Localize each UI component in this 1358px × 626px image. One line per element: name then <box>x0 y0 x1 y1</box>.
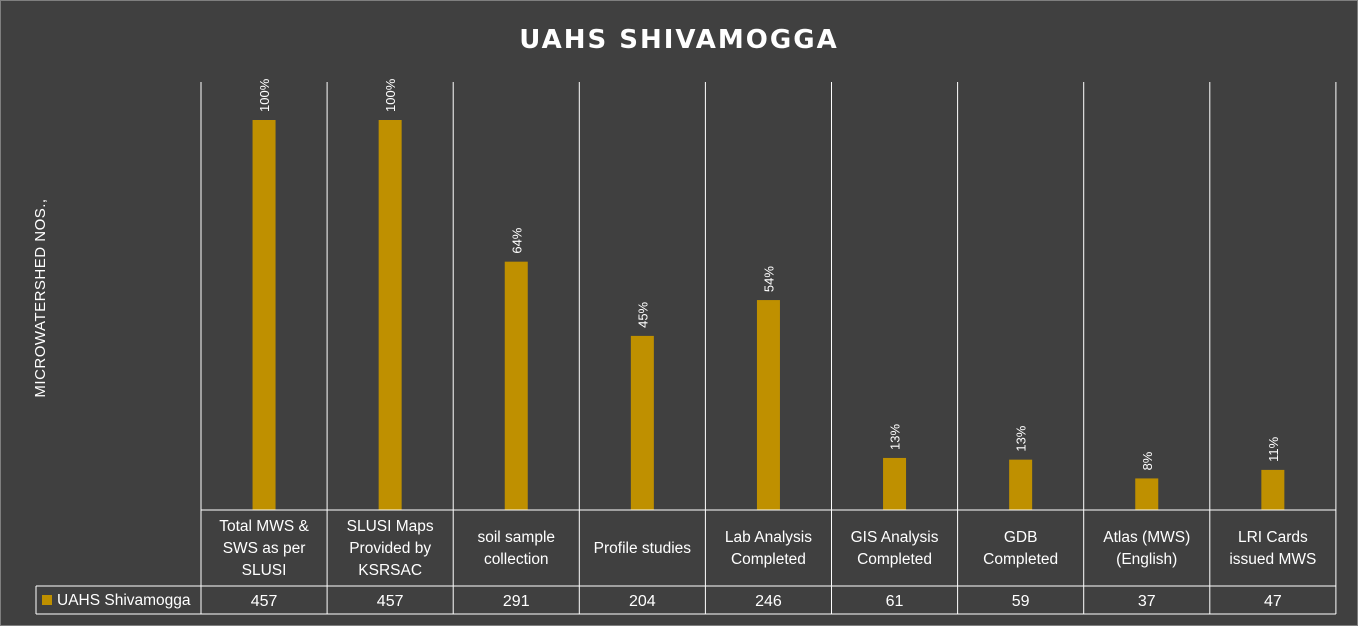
data-table-cell: 61 <box>886 593 904 610</box>
bar <box>252 120 276 510</box>
bar <box>378 120 402 510</box>
bar <box>756 300 780 510</box>
data-table: UAHS Shivamogga Total MWS & SWS as per SLUS… <box>35 82 1337 615</box>
bar-data-label: 13% <box>1014 425 1029 451</box>
bar-data-label: 54% <box>761 266 776 292</box>
category-tick-label: Profile studies <box>594 540 692 557</box>
category-tick-label: soil sample collection <box>477 529 555 568</box>
bar-data-label: 64% <box>509 227 524 253</box>
data-table-cell: 457 <box>251 593 278 610</box>
legend-series-name: UAHS Shivamogga <box>57 592 191 609</box>
bar <box>883 457 907 510</box>
bar-data-label: 100% <box>383 78 398 112</box>
bars-layer: 100% 100% 64% 45% 54% 13% 13% 8% 11% <box>252 78 1285 510</box>
y-axis-label: MICROWATERSHED NOS., <box>32 198 49 397</box>
category-tick-label: Lab Analysis Completed <box>725 529 812 568</box>
bar-data-label: 45% <box>635 301 650 327</box>
legend-swatch <box>42 595 52 605</box>
bar-data-label: 11% <box>1266 436 1281 461</box>
bar <box>1135 478 1159 510</box>
bar <box>1261 469 1285 510</box>
data-table-cell: 246 <box>755 593 782 610</box>
category-tick-label: GDB Completed <box>983 529 1058 568</box>
data-table-cell: 37 <box>1138 593 1156 610</box>
bar <box>504 261 528 510</box>
category-tick-label: SLUSI Maps Provided by KSRSAC <box>347 518 434 579</box>
category-tick-label: GIS Analysis Completed <box>851 529 939 568</box>
category-tick-label: Total MWS & SWS as per SLUSI <box>219 518 309 579</box>
category-tick-label: Atlas (MWS) (English) <box>1103 529 1190 568</box>
bar-data-label: 8% <box>1140 451 1155 470</box>
data-table-cell: 47 <box>1264 593 1282 610</box>
data-table-cell: 457 <box>377 593 404 610</box>
data-table-cell: 204 <box>629 593 656 610</box>
bar <box>1009 459 1033 510</box>
bar <box>630 335 654 510</box>
bar-data-label: 13% <box>888 423 903 449</box>
data-table-cell: 291 <box>503 593 530 610</box>
chart-title: UAHS SHIVAMOGGA <box>519 25 838 55</box>
bar-data-label: 100% <box>257 78 272 112</box>
category-tick-label: LRI Cards issued MWS <box>1229 529 1316 568</box>
data-table-cell: 59 <box>1012 593 1030 610</box>
